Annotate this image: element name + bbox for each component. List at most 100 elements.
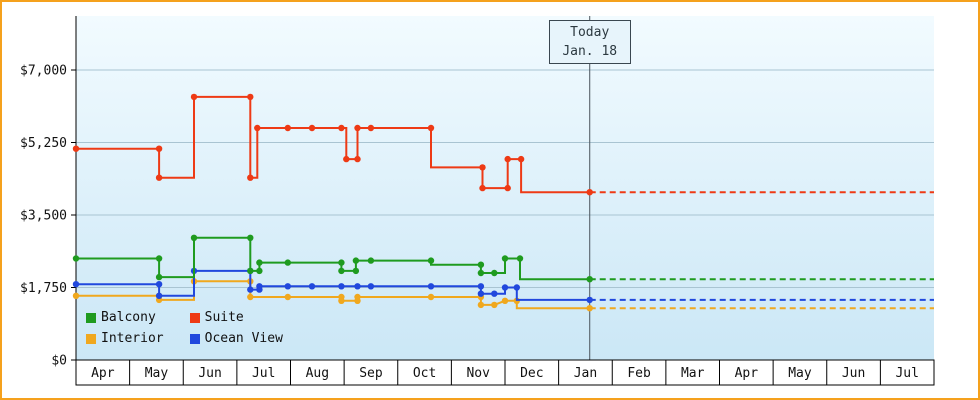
data-point-suite: [343, 155, 350, 163]
data-point-suite: [517, 155, 525, 163]
data-point-balcony: [367, 257, 375, 264]
month-label: Sep: [359, 366, 383, 381]
data-point-balcony: [256, 267, 263, 275]
data-point-interior: [427, 293, 435, 301]
data-point-interior: [247, 293, 254, 301]
data-point-suite: [367, 124, 375, 132]
month-label: Jan: [574, 366, 597, 381]
month-label: Dec: [520, 366, 543, 381]
data-point-balcony: [352, 257, 360, 264]
data-point-balcony: [256, 259, 263, 266]
data-point-ocean-view: [338, 283, 345, 290]
month-label: Nov: [466, 366, 490, 381]
data-point-balcony: [586, 276, 593, 283]
data-point-ocean-view: [477, 283, 485, 290]
month-label: Mar: [681, 366, 705, 381]
data-point-ocean-view: [284, 283, 291, 290]
data-point-suite: [504, 155, 511, 163]
data-point-ocean-view: [155, 281, 163, 288]
data-point-suite: [72, 145, 80, 152]
data-point-ocean-view: [586, 296, 593, 304]
data-point-interior: [72, 292, 80, 299]
legend-item-balcony: Balcony: [86, 310, 164, 325]
data-point-suite: [247, 93, 254, 101]
data-point-balcony: [284, 259, 291, 266]
data-point-balcony: [72, 255, 80, 262]
data-point-ocean-view: [491, 290, 498, 297]
legend-label-balcony: Balcony: [101, 310, 156, 325]
data-point-suite: [190, 93, 198, 101]
data-point-balcony: [155, 273, 163, 281]
month-label: Jun: [198, 366, 221, 381]
data-point-suite: [479, 184, 486, 192]
data-point-balcony: [247, 234, 254, 241]
data-point-balcony: [338, 267, 345, 275]
data-point-ocean-view: [513, 284, 520, 291]
data-point-ocean-view: [427, 283, 435, 290]
balcony-color-swatch: [86, 312, 96, 323]
data-point-interior: [586, 305, 593, 312]
data-point-suite: [155, 145, 163, 152]
month-label: Feb: [627, 366, 651, 381]
data-point-balcony: [427, 257, 435, 264]
data-point-interior: [284, 293, 291, 301]
data-point-suite: [247, 174, 254, 181]
month-label: Jul: [895, 366, 918, 381]
data-point-ocean-view: [501, 284, 509, 291]
month-label: Aug: [306, 366, 329, 381]
legend-item-suite: Suite: [189, 310, 283, 325]
y-axis-label: $0: [51, 354, 67, 369]
y-axis-label: $3,500: [20, 209, 67, 224]
data-point-interior: [501, 297, 509, 304]
data-point-ocean-view: [308, 283, 316, 290]
data-point-balcony: [491, 269, 498, 277]
data-point-ocean-view: [155, 292, 163, 299]
data-point-balcony: [247, 267, 254, 275]
legend-label-interior: Interior: [101, 331, 164, 346]
today-marker: Today Jan. 18: [548, 20, 631, 64]
data-point-ocean-view: [247, 286, 254, 293]
data-point-balcony: [477, 261, 485, 268]
data-point-suite: [155, 174, 163, 181]
data-point-suite: [479, 164, 486, 171]
legend-item-interior: Interior: [86, 331, 164, 346]
data-point-balcony: [516, 255, 524, 262]
ocean-view-color-swatch: [189, 333, 200, 344]
data-point-suite: [586, 189, 593, 196]
month-label: Jun: [842, 366, 865, 381]
today-date: Jan. 18: [562, 44, 618, 59]
y-axis-label: $1,750: [20, 281, 67, 296]
data-point-balcony: [338, 259, 345, 266]
data-point-suite: [308, 124, 316, 132]
y-axis-label: $7,000: [20, 64, 67, 79]
data-point-interior: [491, 301, 498, 309]
data-point-ocean-view: [256, 283, 263, 290]
month-label: May: [145, 366, 169, 381]
data-point-suite: [354, 124, 361, 132]
month-label: May: [788, 366, 812, 381]
data-point-suite: [284, 124, 291, 132]
data-point-balcony: [155, 255, 163, 262]
data-point-suite: [354, 155, 361, 163]
data-point-balcony: [501, 255, 509, 262]
data-point-ocean-view: [477, 290, 485, 297]
data-point-balcony: [477, 269, 485, 277]
month-label: Jul: [252, 366, 275, 381]
data-point-ocean-view: [354, 283, 361, 290]
interior-color-swatch: [86, 333, 96, 344]
data-point-ocean-view: [367, 283, 375, 290]
data-point-ocean-view: [72, 281, 80, 288]
data-point-interior: [338, 297, 345, 304]
data-point-suite: [427, 124, 435, 132]
legend-label-suite: Suite: [204, 310, 244, 325]
data-point-interior: [477, 301, 485, 309]
today-label: Today: [570, 25, 610, 40]
month-label: Apr: [91, 366, 115, 381]
data-point-suite: [254, 124, 261, 132]
data-point-balcony: [352, 267, 360, 275]
legend-label-ocean-view: Ocean View: [204, 331, 283, 346]
y-axis-label: $5,250: [20, 136, 67, 151]
data-point-suite: [504, 184, 511, 192]
